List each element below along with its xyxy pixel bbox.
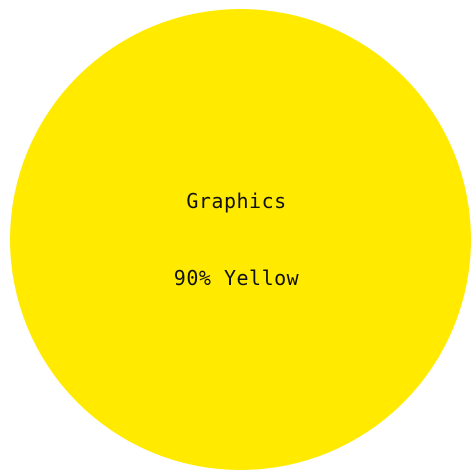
category-label: Graphics (186, 189, 287, 213)
color-value-label: 90% Yellow (173, 266, 300, 290)
yellow-swatch-circle (10, 9, 471, 470)
